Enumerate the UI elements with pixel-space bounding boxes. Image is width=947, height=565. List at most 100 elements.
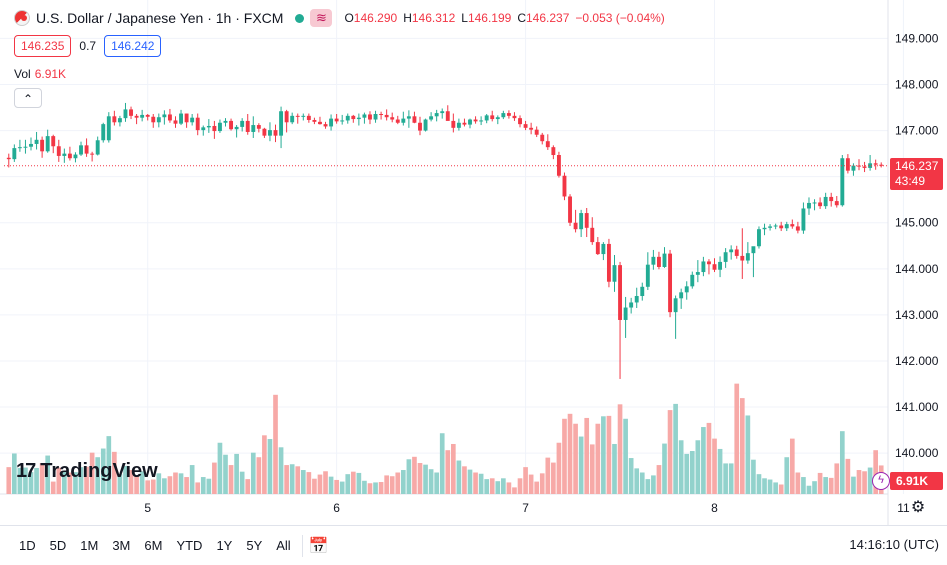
candle-body: [495, 117, 500, 120]
range-button-all[interactable]: All: [276, 538, 291, 553]
volume-bar: [312, 478, 317, 494]
volume-bar: [295, 466, 301, 494]
candle-body: [740, 255, 745, 261]
ohlc-values: O146.290 H146.312 L146.199 C146.237 −0.0…: [344, 11, 665, 25]
volume-bar: [234, 453, 239, 494]
volume-legend-value: 6.91K: [34, 67, 67, 81]
volume-bar: [512, 487, 517, 494]
volume-pane: [6, 383, 884, 494]
volume-bar: [262, 435, 267, 494]
range-button-ytd[interactable]: YTD: [176, 538, 203, 553]
volume-bar: [73, 472, 78, 494]
candle-body: [501, 113, 506, 118]
volume-bar: [250, 452, 256, 494]
candle-body: [67, 153, 72, 159]
logo-text: TradingView: [40, 460, 158, 482]
price-axis[interactable]: 149.000148.000147.000146.000145.000144.0…: [895, 31, 939, 460]
candle-body: [73, 154, 78, 159]
sell-button[interactable]: 146.235: [14, 35, 72, 57]
candle-body: [79, 145, 83, 155]
volume-bar: [673, 403, 678, 494]
volume-bar: [323, 471, 328, 494]
volume-bar: [167, 476, 173, 494]
candle-body: [206, 125, 211, 128]
candle-body: [801, 208, 806, 231]
volume-bar: [873, 450, 878, 494]
candle-body: [601, 243, 606, 255]
volume-bar: [517, 478, 523, 494]
volume-bar: [823, 477, 828, 494]
candle-body: [790, 224, 795, 227]
buy-button[interactable]: 146.242: [104, 35, 162, 57]
range-button-1d[interactable]: 1D: [19, 538, 36, 553]
range-button-5d[interactable]: 5D: [49, 538, 67, 553]
volume-bar: [134, 475, 139, 494]
candle-body: [190, 117, 195, 123]
time-axis[interactable]: 5 6 7 8 11: [144, 501, 910, 515]
candle-body: [606, 243, 611, 282]
volume-bar: [317, 474, 323, 494]
volume-bar: [128, 470, 134, 494]
range-button-5y[interactable]: 5Y: [246, 538, 263, 553]
candle-body: [773, 225, 778, 227]
volume-bar: [245, 479, 251, 494]
candle-body: [779, 225, 784, 229]
volume-label[interactable]: Vol: [14, 67, 31, 81]
candle-body: [562, 175, 567, 197]
volume-bar: [89, 452, 95, 494]
volume-bar: [306, 472, 312, 494]
volume-bar: [473, 472, 478, 494]
volume-bar: [817, 472, 823, 494]
candle-body: [201, 127, 206, 131]
candle-body: [351, 115, 356, 120]
range-button-1m[interactable]: 1M: [80, 538, 99, 553]
volume-bar: [239, 471, 245, 494]
utc-clock[interactable]: 14:16:10 (UTC): [849, 537, 939, 552]
volume-bar: [106, 436, 112, 494]
calendar-goto-icon[interactable]: 📅: [308, 537, 329, 555]
candle-body: [851, 165, 856, 171]
volume-bar: [834, 463, 840, 494]
candle-body: [117, 118, 122, 123]
volume-bar: [223, 454, 228, 494]
candle-body: [768, 226, 773, 228]
candle-body: [240, 120, 245, 127]
candle-body: [268, 130, 272, 136]
range-button-1y[interactable]: 1Y: [216, 538, 233, 553]
volume-bar: [595, 423, 601, 494]
price-tick-label: 144.000: [895, 262, 939, 276]
lightning-icon[interactable]: ϟ: [872, 472, 890, 490]
candle-body: [140, 114, 145, 118]
candle-body: [468, 119, 472, 125]
volume-bar: [6, 467, 12, 494]
volume-bar: [651, 475, 656, 494]
market-open-status-icon[interactable]: [295, 13, 305, 23]
volume-bar: [745, 415, 751, 494]
range-button-6m[interactable]: 6M: [144, 538, 163, 553]
volume-bar: [767, 479, 773, 494]
candle-body: [656, 256, 661, 267]
range-button-3m[interactable]: 3M: [112, 538, 131, 553]
volume-bar: [50, 481, 56, 494]
volume-bar: [751, 459, 756, 494]
price-chart[interactable]: 149.000148.000147.000146.000145.000144.0…: [0, 0, 947, 525]
candle-body: [673, 298, 678, 313]
volume-bar: [828, 477, 834, 494]
symbol-title[interactable]: U.S. Dollar / Japanese Yen · 1h · FXCM: [36, 10, 284, 26]
gear-icon[interactable]: ⚙: [910, 499, 926, 516]
volume-bar: [567, 413, 573, 494]
wave-icon[interactable]: ≋: [310, 9, 333, 27]
volume-bar: [556, 442, 562, 494]
change-value: −0.053 (−0.04%): [575, 11, 665, 25]
volume-bar: [451, 443, 456, 494]
candle-body: [301, 115, 306, 117]
candle-body: [279, 111, 284, 136]
volume-bar: [356, 472, 362, 494]
volume-bar: [584, 417, 590, 494]
candle-body: [318, 121, 322, 125]
volume-bar: [851, 476, 856, 494]
volume-bar: [601, 416, 606, 494]
volume-bar: [795, 472, 801, 494]
collapse-legend-button[interactable]: ⌃: [14, 88, 42, 108]
tradingview-logo[interactable]: 17 TradingView: [16, 460, 158, 483]
